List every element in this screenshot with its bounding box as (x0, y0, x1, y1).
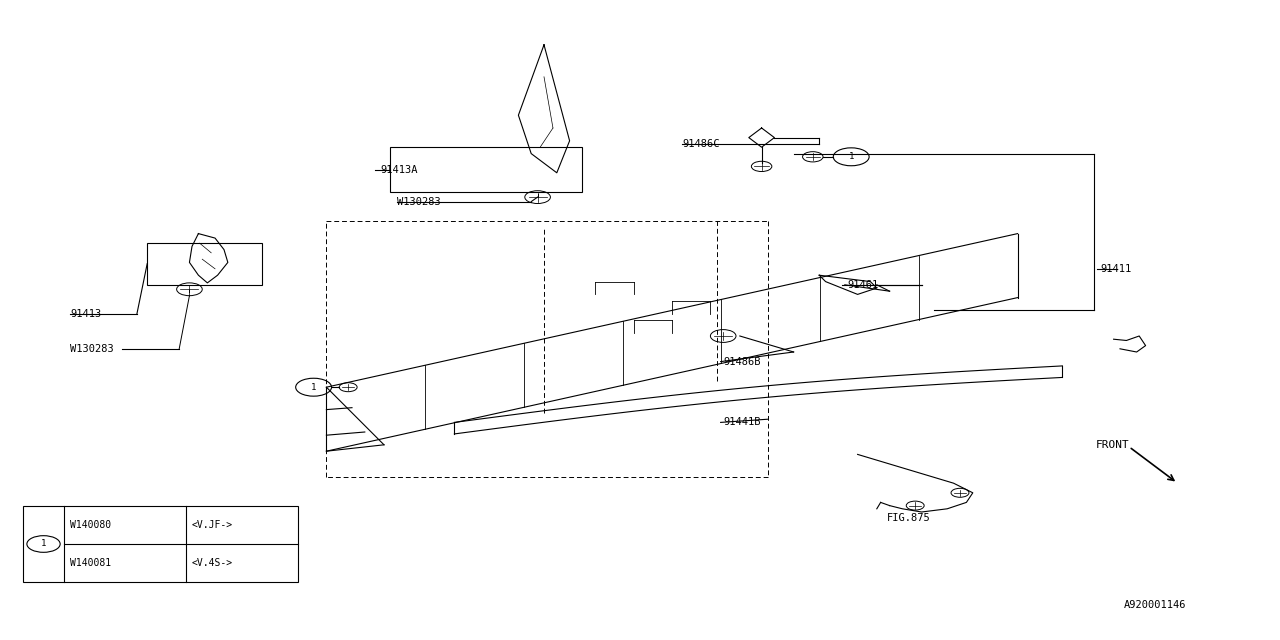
Text: FRONT: FRONT (1096, 440, 1129, 450)
Bar (23, 506, 298, 582)
Text: <V.4S->: <V.4S-> (192, 558, 233, 568)
Bar (147, 243, 262, 285)
Text: 91413A: 91413A (380, 164, 417, 175)
Text: 91441B: 91441B (723, 417, 760, 428)
Text: 1: 1 (849, 152, 854, 161)
Text: FIG.875: FIG.875 (887, 513, 931, 524)
Text: 91486B: 91486B (723, 356, 760, 367)
Text: W130283: W130283 (397, 196, 440, 207)
Text: A920001146: A920001146 (1124, 600, 1187, 610)
Text: <V.JF->: <V.JF-> (192, 520, 233, 530)
Text: 91461: 91461 (847, 280, 878, 290)
Text: 91411: 91411 (1101, 264, 1132, 274)
Text: W140081: W140081 (70, 558, 111, 568)
Text: W130283: W130283 (70, 344, 114, 354)
Text: W140080: W140080 (70, 520, 111, 530)
Text: 1: 1 (41, 540, 46, 548)
Bar (390, 147, 582, 192)
Text: 91413: 91413 (70, 308, 101, 319)
Text: 1: 1 (311, 383, 316, 392)
Text: 91486C: 91486C (682, 139, 719, 149)
